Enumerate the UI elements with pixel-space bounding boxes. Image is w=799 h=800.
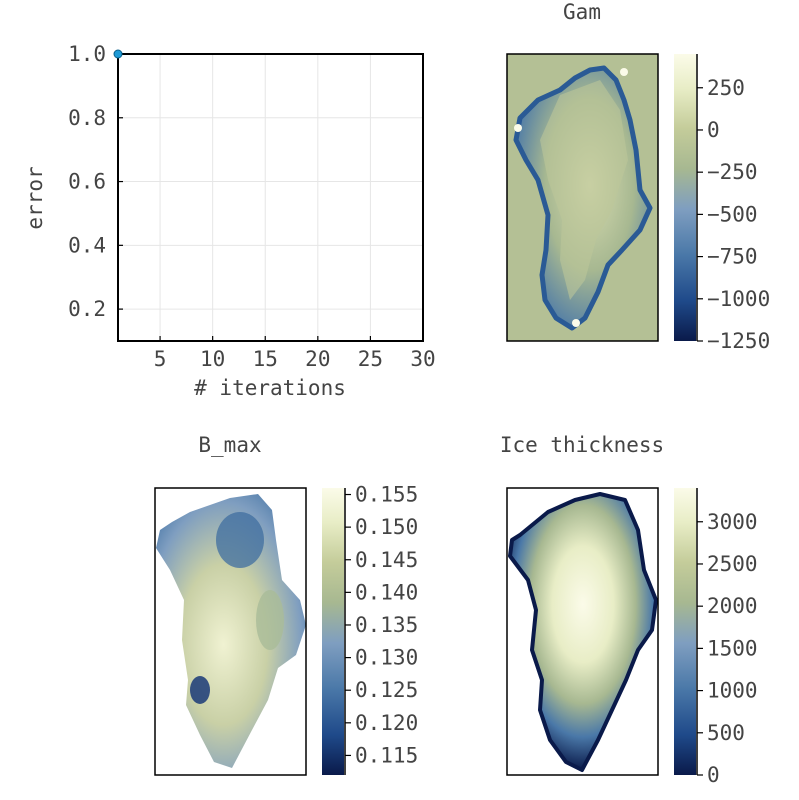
thickness-colorbar-tick-label: 0 — [707, 763, 720, 787]
bmax-colorbar-tick-label: 0.140 — [355, 580, 418, 604]
error-plot-xlabel: # iterations — [194, 376, 346, 400]
gam-colorbar: 250 0 −250 −500 −750 −1000 −1250 — [674, 54, 770, 353]
bmax-colorbar-tick-label: 0.120 — [355, 711, 418, 735]
error-plot-xtick-label: 20 — [305, 347, 330, 371]
thickness-colorbar-tick-label: 2000 — [707, 594, 758, 618]
thickness-colorbar: 3000 2500 2000 1500 1000 500 0 — [674, 488, 758, 787]
bmax-colorbar-tick-label: 0.115 — [355, 743, 418, 767]
bmax-colorbar-tick-label: 0.130 — [355, 646, 418, 670]
error-plot-xtick-label: 15 — [253, 347, 278, 371]
bmax-colorbar-tick-label: 0.135 — [355, 613, 418, 637]
gam-map-frame — [506, 53, 659, 342]
error-plot-series — [113, 49, 123, 59]
error-plot-ytick-label: 1.0 — [68, 42, 106, 66]
bmax-map-low-region — [216, 512, 264, 568]
gam-colorbar-tick-label: 0 — [707, 118, 720, 142]
error-plot-x-ticks: 5 10 15 20 25 30 — [154, 336, 436, 371]
thickness-colorbar-tick-label: 3000 — [707, 510, 758, 534]
gam-map-title: Gam — [563, 0, 601, 24]
error-plot-ytick-label: 0.8 — [68, 106, 106, 130]
thickness-colorbar-gradient — [674, 488, 696, 775]
thickness-colorbar-tick-label: 2500 — [707, 552, 758, 576]
bmax-map-title: B_max — [198, 433, 261, 457]
gam-colorbar-gradient — [674, 54, 696, 341]
bmax-map-low-region — [190, 676, 210, 704]
gam-map-highlight — [572, 319, 580, 327]
gam-colorbar-tick-label: 250 — [707, 76, 745, 100]
error-plot-xtick-label: 10 — [200, 347, 225, 371]
gam-colorbar-tick-label: −1250 — [707, 329, 770, 353]
bmax-colorbar-tick-label: 0.155 — [355, 483, 418, 507]
gam-colorbar-tick-label: −750 — [707, 245, 758, 269]
bmax-colorbar-tick-label: 0.145 — [355, 548, 418, 572]
gam-colorbar-tick-label: −1000 — [707, 287, 770, 311]
thickness-colorbar-tick-label: 500 — [707, 721, 745, 745]
thickness-colorbar-ticks: 3000 2500 2000 1500 1000 500 0 — [697, 510, 758, 787]
bmax-colorbar: 0.155 0.150 0.145 0.140 0.135 0.130 0.125 0.120… — [322, 483, 418, 775]
gam-map-highlight — [514, 124, 522, 132]
error-plot-grid — [118, 53, 424, 341]
bmax-colorbar-tick-label: 0.125 — [355, 678, 418, 702]
error-point — [113, 49, 123, 59]
error-plot-xtick-label: 5 — [154, 347, 167, 371]
gam-colorbar-tick-label: −250 — [707, 160, 758, 184]
thickness-map-frame — [506, 487, 659, 776]
error-plot-ylabel: error — [23, 166, 47, 229]
error-plot-xtick-label: 30 — [410, 347, 435, 371]
thickness-map-title: Ice thickness — [500, 433, 664, 457]
bmax-colorbar-ticks: 0.155 0.150 0.145 0.140 0.135 0.130 0.125 0.120… — [345, 483, 418, 767]
thickness-map: Ice thickness 3000 2500 2000 1500 1000 500 0 — [500, 433, 758, 787]
gam-map-highlight — [620, 68, 628, 76]
error-plot-y-ticks: 0.2 0.4 0.6 0.8 1.0 — [68, 42, 123, 321]
gam-map-interior — [540, 80, 628, 300]
error-plot-ytick-label: 0.4 — [68, 233, 106, 257]
thickness-colorbar-tick-label: 1000 — [707, 679, 758, 703]
bmax-map-mid-region — [256, 590, 284, 650]
error-plot: 5 10 15 20 25 30 0.2 0.4 0.6 0.8 1.0 # iterations… — [23, 42, 436, 400]
thickness-colorbar-tick-label: 1500 — [707, 636, 758, 660]
bmax-colorbar-tick-label: 0.150 — [355, 515, 418, 539]
error-plot-ytick-label: 0.2 — [68, 297, 106, 321]
bmax-map-frame — [154, 487, 307, 776]
bmax-map: B_max 0.155 0.150 0.145 0.140 0.135 0.130 0.12… — [154, 433, 418, 776]
gam-map: Gam 250 0 −250 −500 −750 −1000 −1250 — [506, 0, 770, 353]
gam-colorbar-ticks: 250 0 −250 −500 −750 −1000 −1250 — [697, 76, 770, 353]
error-plot-frame — [117, 53, 424, 342]
thickness-map-greenland-shape — [508, 492, 658, 772]
error-plot-xtick-label: 25 — [358, 347, 383, 371]
error-plot-ytick-label: 0.6 — [68, 170, 106, 194]
gam-colorbar-tick-label: −500 — [707, 202, 758, 226]
bmax-colorbar-gradient — [322, 488, 344, 775]
